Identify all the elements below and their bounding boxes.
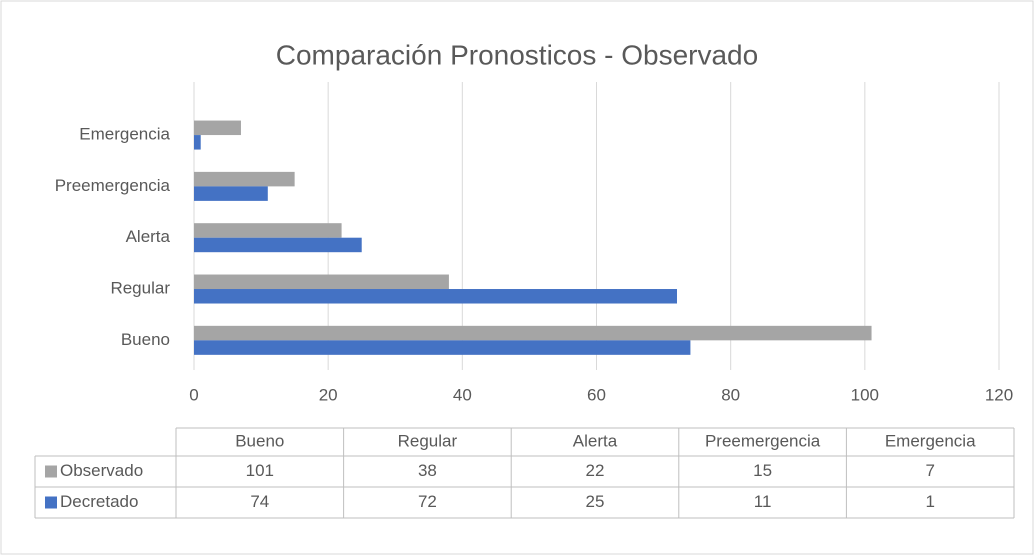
table-header: Bueno bbox=[235, 431, 284, 450]
bar bbox=[194, 186, 268, 201]
x-tick-label: 20 bbox=[319, 385, 338, 404]
bar bbox=[194, 325, 872, 341]
x-tick-label: 40 bbox=[453, 385, 472, 404]
legend-swatch bbox=[45, 496, 57, 509]
table-cell: 74 bbox=[250, 492, 269, 511]
bar bbox=[194, 135, 201, 150]
bar bbox=[194, 120, 241, 136]
y-tick-label: Alerta bbox=[126, 227, 171, 246]
x-tick-label: 80 bbox=[721, 385, 740, 404]
table-cell: 25 bbox=[586, 492, 605, 511]
bar bbox=[194, 171, 295, 187]
x-tick-label: 0 bbox=[189, 385, 198, 404]
legend-label: Decretado bbox=[60, 492, 138, 511]
table-header: Emergencia bbox=[885, 431, 976, 450]
chart-title: Comparación Pronosticos - Observado bbox=[276, 39, 758, 70]
table-cell: 101 bbox=[246, 461, 274, 480]
x-tick-label: 120 bbox=[985, 385, 1013, 404]
table-cell: 11 bbox=[754, 492, 772, 511]
bar bbox=[194, 289, 677, 304]
legend-label: Observado bbox=[60, 461, 143, 480]
table-cell: 72 bbox=[418, 492, 437, 511]
table-header: Alerta bbox=[573, 431, 618, 450]
y-tick-label: Preemergencia bbox=[55, 176, 171, 195]
table-cell: 22 bbox=[586, 461, 605, 480]
bar bbox=[194, 237, 362, 253]
legend-swatch bbox=[45, 465, 57, 478]
y-tick-label: Bueno bbox=[121, 330, 170, 349]
table-header: Regular bbox=[398, 431, 458, 450]
table-header: Preemergencia bbox=[705, 431, 821, 450]
bar bbox=[194, 340, 691, 355]
table-cell: 15 bbox=[753, 461, 772, 480]
table-cell: 38 bbox=[418, 461, 437, 480]
x-tick-label: 100 bbox=[851, 385, 879, 404]
x-tick-label: 60 bbox=[587, 385, 606, 404]
bar bbox=[194, 223, 342, 238]
y-tick-label: Regular bbox=[110, 279, 170, 298]
table-cell: 7 bbox=[925, 461, 934, 480]
y-tick-label: Emergencia bbox=[79, 125, 170, 144]
table-cell: 1 bbox=[925, 492, 934, 511]
bar bbox=[194, 274, 449, 290]
